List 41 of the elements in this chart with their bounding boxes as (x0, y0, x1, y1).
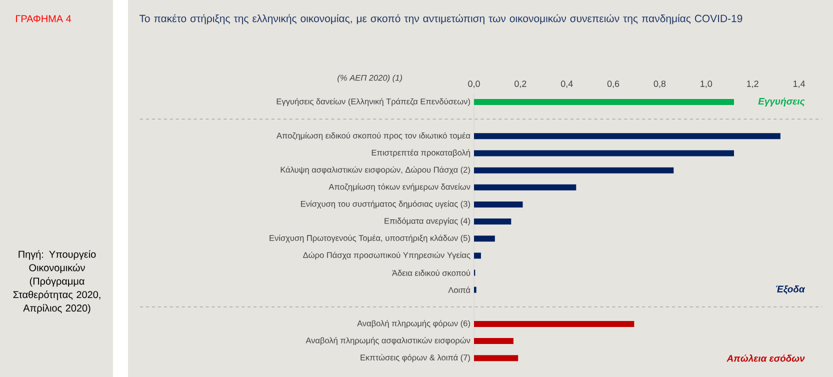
y-tick-label: Επιστρεπτέα προκαταβολή (372, 149, 470, 158)
bar (474, 167, 674, 174)
y-tick-label: Αναβολή πληρωμής ασφαλιστικών εισφορών (306, 337, 470, 345)
y-tick-label: Λοιπά (448, 286, 470, 293)
y-tick-label: Εγγυήσεις δανείων (Ελληνική Τράπεζα Επενδύσεων) (276, 98, 470, 106)
y-tick-label: Αποζημίωση τόκων ενήμερων δανείων (328, 183, 470, 192)
y-tick-label: Ενίσχυση Πρωτογενούς Τομέα, υποστήριξη κλάδων (5) (270, 234, 470, 243)
x-tick-label: 0,2 (514, 80, 526, 88)
x-tick-label: 0,8 (654, 80, 666, 88)
bar (474, 133, 780, 140)
bar (474, 218, 512, 225)
bar (474, 338, 514, 344)
bar (474, 355, 518, 362)
text: Εγγυήσεις (758, 98, 805, 107)
x-tick-label: 1,4 (793, 80, 805, 88)
y-tick-label: Ενίσχυση του συστήματος δημόσιας υγείας (3) (301, 200, 470, 208)
bar (474, 184, 576, 190)
x-tick-label: 0,0 (468, 80, 480, 88)
bar (474, 150, 734, 156)
text: Πηγή: Υπουργείο Οικονομικών (Πρόγραμμα Σταθερότητας 2020, Απρίλιος 2020) (13, 250, 100, 314)
y-tick-label: Επιδόματα ανεργίας (4) (384, 218, 470, 226)
text: Απώλεια εσόδων (726, 354, 805, 362)
bar (474, 99, 734, 106)
chart-title: Το πακέτο στήριξης της ελληνικής οικονομίας, με σκοπό την αντιμετώπιση των οικονομικών συνεπειών της πανδημίας COVID-19 (139, 14, 742, 24)
y-tick-label: Αναβολή πληρωμής φόρων (6) (357, 320, 470, 328)
x-tick-label: 0,6 (607, 80, 620, 88)
x-axis-title: (% ΑΕΠ 2020) (1) (338, 74, 402, 82)
text: ΓΡΑΦΗΜΑ 4 (16, 15, 72, 22)
y-tick-label: Εκπτώσεις φόρων & λοιπά (7) (360, 354, 470, 362)
y-tick-label: Δώρο Πάσχα προσωπικού Υπηρεσιών Υγείας (303, 252, 470, 260)
bar (474, 236, 495, 242)
y-tick-label: Άδεια ειδικού σκοπού (392, 270, 470, 276)
x-tick-label: 1,0 (700, 80, 712, 88)
bar (474, 320, 634, 327)
y-tick-label: Αποζημίωση ειδικού σκοπού προς τον ιδιωτικό τομέα (276, 132, 470, 140)
bar (474, 201, 523, 208)
x-tick-label: 1,2 (747, 80, 758, 88)
bar (474, 252, 481, 259)
text: Έξοδα (776, 285, 806, 294)
y-tick-label: Κάλυψη ασφαλιστικών εισφορών, Δώρου Πάσχα (2) (280, 166, 470, 174)
x-tick-label: 0,4 (560, 80, 573, 88)
